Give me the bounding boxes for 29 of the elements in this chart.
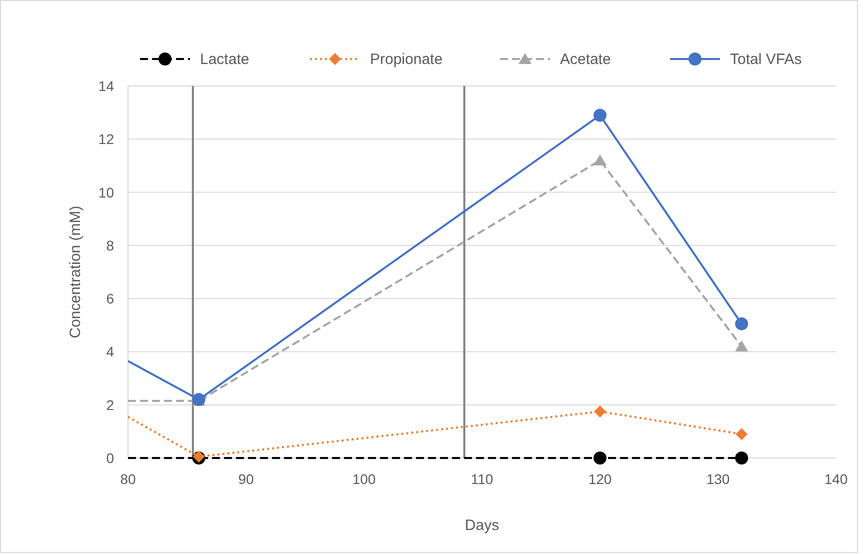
y-tick-label: 14 xyxy=(98,78,114,94)
point xyxy=(735,340,748,352)
y-tick-label: 2 xyxy=(106,396,114,413)
point xyxy=(594,452,606,464)
legend-label: Acetate xyxy=(560,51,611,68)
legend-label: Lactate xyxy=(200,51,250,68)
x-axis-title: Days xyxy=(464,517,500,534)
legend-label: Propionate xyxy=(370,51,443,68)
point xyxy=(594,108,606,122)
y-tick-label: 4 xyxy=(106,344,114,360)
x-tick-label: 100 xyxy=(352,471,376,487)
x-tick-label: 130 xyxy=(706,471,730,487)
y-tick-label: 8 xyxy=(106,237,114,254)
y-tick-label: 6 xyxy=(106,290,114,307)
y-tick-label: 12 xyxy=(98,131,114,148)
x-tick-label: 90 xyxy=(238,471,254,487)
x-tick-label: 80 xyxy=(120,471,136,487)
legend-label: Total VFAs xyxy=(730,51,802,68)
point xyxy=(735,317,748,330)
x-tick-label: 110 xyxy=(470,471,494,487)
x-tick-label: 140 xyxy=(824,471,848,487)
y-axis-title: Concentration (mM) xyxy=(67,206,84,338)
point xyxy=(594,154,606,166)
point xyxy=(735,452,748,464)
point xyxy=(736,428,748,440)
x-tick-label: 120 xyxy=(588,471,612,487)
point xyxy=(594,406,606,418)
y-tick-label: 10 xyxy=(98,184,114,200)
y-tick-label: 0 xyxy=(106,450,114,466)
